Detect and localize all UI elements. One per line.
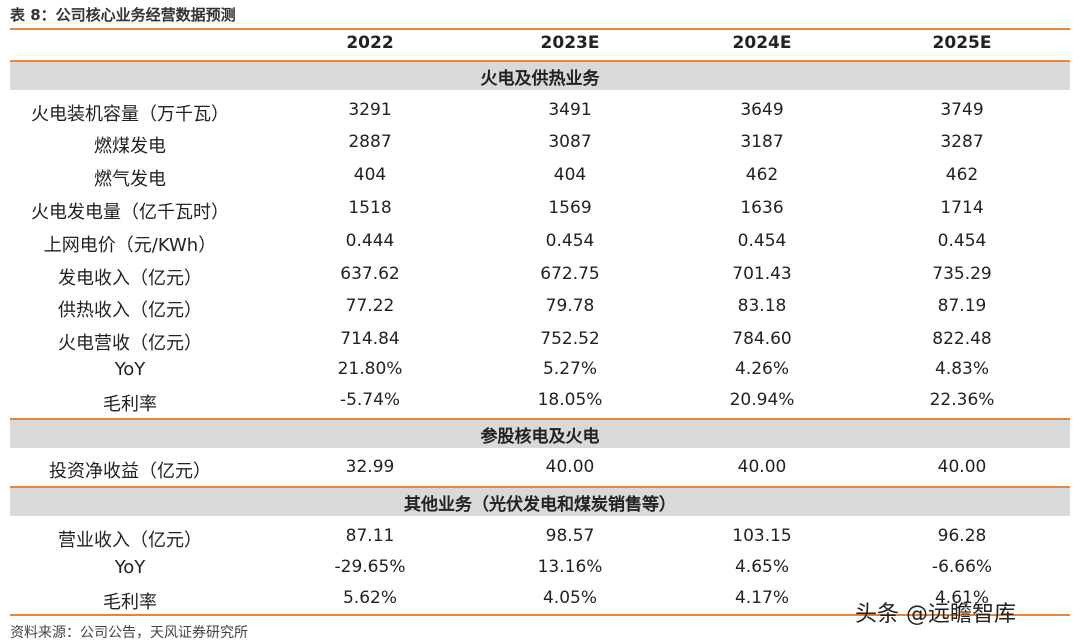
table-row: 供热收入（亿元） 77.22 79.78 83.18 87.19 xyxy=(10,292,1070,324)
header-2022: 2022 xyxy=(346,33,394,53)
cell-value: 3087 xyxy=(548,132,592,152)
row-label: 营业收入（亿元） xyxy=(58,530,202,551)
table-row: 火电装机容量（万千瓦） 3291 3491 3649 3749 xyxy=(10,96,1070,128)
row-label: 发电收入（亿元） xyxy=(58,268,202,289)
table-title: 表 8：公司核心业务经营数据预测 xyxy=(10,6,236,24)
cell-value: 3491 xyxy=(548,100,592,120)
cell-value: 21.80% xyxy=(337,359,403,379)
cell-value: 22.36% xyxy=(929,390,995,410)
cell-value: 1636 xyxy=(740,198,784,218)
table-row: YoY 21.80% 5.27% 4.26% 4.83% xyxy=(10,355,1070,387)
cell-value: 83.18 xyxy=(737,296,787,316)
section-header: 其他业务（光伏发电和煤炭销售等） xyxy=(10,486,1070,516)
table-row: 毛利率 -5.74% 18.05% 20.94% 22.36% xyxy=(10,386,1070,418)
cell-value: 784.60 xyxy=(732,329,792,349)
cell-value: -5.74% xyxy=(339,390,401,410)
row-label: 燃煤发电 xyxy=(94,136,166,157)
cell-value: 714.84 xyxy=(340,329,400,349)
cell-value: 404 xyxy=(353,165,387,185)
table-row: 投资净收益（亿元） 32.99 40.00 40.00 40.00 xyxy=(10,453,1070,485)
cell-value: 0.444 xyxy=(345,231,395,251)
header-2024e: 2024E xyxy=(732,33,792,53)
table-row: 火电发电量（亿千瓦时） 1518 1569 1636 1714 xyxy=(10,194,1070,226)
cell-value: 79.78 xyxy=(545,296,595,316)
row-label: YoY xyxy=(114,557,146,578)
cell-value: 1714 xyxy=(940,198,984,218)
cell-value: 1569 xyxy=(548,198,592,218)
top-rule xyxy=(10,28,1070,30)
cell-value: 3187 xyxy=(740,132,784,152)
cell-value: -6.66% xyxy=(931,557,993,577)
row-label: 火电发电量（亿千瓦时） xyxy=(31,202,229,223)
row-label: 上网电价（元/KWh） xyxy=(43,235,217,256)
cell-value: 3749 xyxy=(940,100,984,120)
cell-value: 18.05% xyxy=(537,390,603,410)
cell-value: 32.99 xyxy=(345,457,395,477)
row-label: 毛利率 xyxy=(103,592,157,613)
cell-value: 98.57 xyxy=(545,526,595,546)
cell-value: 822.48 xyxy=(932,329,992,349)
cell-value: 40.00 xyxy=(737,457,787,477)
cell-value: 4.65% xyxy=(734,557,790,577)
cell-value: 3291 xyxy=(348,100,392,120)
cell-value: 0.454 xyxy=(737,231,787,251)
cell-value: 0.454 xyxy=(937,231,987,251)
cell-value: 637.62 xyxy=(340,264,400,284)
table-row: 营业收入（亿元） 87.11 98.57 103.15 96.28 xyxy=(10,522,1070,554)
row-label: 毛利率 xyxy=(103,394,157,415)
cell-value: 4.26% xyxy=(734,359,790,379)
cell-value: 3287 xyxy=(940,132,984,152)
cell-value: 5.62% xyxy=(342,588,398,608)
cell-value: 77.22 xyxy=(345,296,395,316)
section-header: 火电及供热业务 xyxy=(10,60,1070,90)
cell-value: 1518 xyxy=(348,198,392,218)
cell-value: 96.28 xyxy=(937,526,987,546)
table-row: 发电收入（亿元） 637.62 672.75 701.43 735.29 xyxy=(10,260,1070,292)
header-2025e: 2025E xyxy=(932,33,992,53)
cell-value: 103.15 xyxy=(732,526,792,546)
table-row: 燃煤发电 2887 3087 3187 3287 xyxy=(10,128,1070,160)
row-label: 投资净收益（亿元） xyxy=(49,461,211,482)
table-row: 上网电价（元/KWh） 0.444 0.454 0.454 0.454 xyxy=(10,227,1070,259)
cell-value: 2887 xyxy=(348,132,392,152)
row-label: 供热收入（亿元） xyxy=(58,300,202,321)
cell-value: 87.19 xyxy=(937,296,987,316)
cell-value: 3649 xyxy=(740,100,784,120)
cell-value: 701.43 xyxy=(732,264,792,284)
cell-value: 0.454 xyxy=(545,231,595,251)
source-note: 资料来源：公司公告，天风证券研究所 xyxy=(10,625,248,641)
row-label: YoY xyxy=(114,359,146,380)
cell-value: 462 xyxy=(945,165,979,185)
header-row: 2022 2023E 2024E 2025E xyxy=(10,30,1070,58)
cell-value: 4.05% xyxy=(542,588,598,608)
cell-value: 20.94% xyxy=(729,390,795,410)
row-label: 火电营收（亿元） xyxy=(58,333,202,354)
section-header: 参股核电及火电 xyxy=(10,418,1070,448)
row-label: 燃气发电 xyxy=(94,169,166,190)
cell-value: 87.11 xyxy=(345,526,395,546)
cell-value: 4.83% xyxy=(934,359,990,379)
cell-value: 13.16% xyxy=(537,557,603,577)
cell-value: 40.00 xyxy=(937,457,987,477)
cell-value: -29.65% xyxy=(334,557,406,577)
cell-value: 4.17% xyxy=(734,588,790,608)
cell-value: 40.00 xyxy=(545,457,595,477)
cell-value: 404 xyxy=(553,165,587,185)
cell-value: 735.29 xyxy=(932,264,992,284)
bottom-rule xyxy=(10,614,1070,616)
header-2023e: 2023E xyxy=(540,33,600,53)
table-row: 火电营收（亿元） 714.84 752.52 784.60 822.48 xyxy=(10,325,1070,357)
watermark: 头条 @远瞻智库 xyxy=(855,602,1016,627)
cell-value: 4.61% xyxy=(934,588,990,608)
cell-value: 462 xyxy=(745,165,779,185)
table-row: YoY -29.65% 13.16% 4.65% -6.66% xyxy=(10,553,1070,585)
cell-value: 672.75 xyxy=(540,264,600,284)
table-row: 毛利率 5.62% 4.05% 4.17% 4.61% xyxy=(10,584,1070,616)
table-row: 燃气发电 404 404 462 462 xyxy=(10,161,1070,193)
row-label: 火电装机容量（万千瓦） xyxy=(31,104,229,125)
cell-value: 5.27% xyxy=(542,359,598,379)
cell-value: 752.52 xyxy=(540,329,600,349)
